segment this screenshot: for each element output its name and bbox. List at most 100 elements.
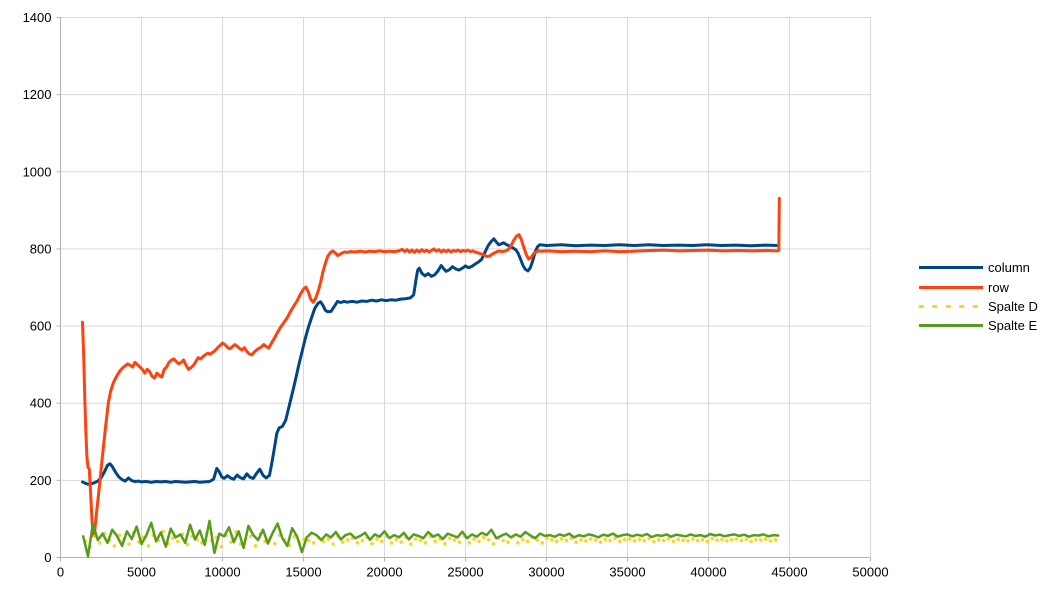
series-dot-spalte-d (613, 536, 617, 541)
series-dot-spalte-d (545, 536, 549, 541)
series-dot-spalte-d (457, 540, 462, 544)
series-dot-spalte-d (710, 536, 715, 541)
series-dot-spalte-d (253, 544, 258, 548)
series-dot-spalte-d (447, 536, 452, 541)
series-dot-spalte-d (705, 539, 710, 544)
legend-swatch-column-icon (919, 266, 983, 270)
x-axis-label: 40000 (690, 565, 726, 580)
legend-entry-spalte-e: Spalte E (918, 316, 1038, 335)
series-dot-spalte-d (666, 537, 671, 541)
series-dot-spalte-d (759, 538, 763, 542)
series-dot-spalte-d (491, 541, 496, 546)
legend-swatch-spalte-d-icon (918, 304, 984, 308)
series-dot-spalte-d (326, 537, 331, 541)
series-dot-spalte-d (292, 534, 297, 539)
series-dot-spalte-d (175, 539, 180, 544)
series-dot-spalte-d (695, 538, 700, 543)
y-axis-label: 200 (30, 473, 52, 488)
series-dot-spalte-d (690, 537, 695, 541)
series-line-column (81, 237, 781, 486)
series-dot-spalte-d (608, 538, 612, 543)
series-dot-spalte-d (618, 539, 622, 544)
series-dot-spalte-d (161, 529, 165, 534)
series-dot-spalte-d (559, 537, 564, 541)
x-axis-label: 20000 (366, 565, 402, 580)
legend-label-spalte-e: Spalte E (988, 318, 1038, 334)
series-dot-spalte-d (486, 537, 491, 542)
series-dot-spalte-d (472, 537, 476, 541)
series-dot-spalte-d (467, 541, 472, 545)
series-dot-spalte-d (477, 539, 481, 544)
series-dot-spalte-d (686, 539, 690, 543)
legend-label-row: row (988, 279, 1009, 295)
x-axis-label: 0 (57, 565, 64, 580)
series-dot-spalte-d (307, 538, 311, 543)
y-axis-label: 1000 (23, 164, 52, 179)
series-line-row (81, 196, 781, 537)
series-dot-spalte-d (375, 537, 379, 541)
series-dot-spalte-d (598, 540, 603, 544)
series-dot-spalte-d (423, 541, 428, 545)
series-dot-spalte-d (739, 538, 744, 543)
series-dot-spalte-d (768, 539, 773, 543)
series-dot-spalte-d (98, 541, 102, 545)
series-dot-spalte-d (622, 537, 627, 542)
x-axis-label: 50000 (852, 565, 888, 580)
series-dot-spalte-d (734, 537, 739, 541)
x-axis-label: 30000 (528, 565, 564, 580)
x-axis-label: 25000 (447, 565, 483, 580)
x-axis-label: 5000 (127, 565, 156, 580)
series-dot-spalte-d (627, 537, 632, 541)
series-dot-spalte-d (603, 537, 608, 542)
series-dot-spalte-d (399, 540, 403, 544)
series-line-spalte-e (81, 519, 780, 558)
series-dot-spalte-d (540, 541, 544, 545)
y-axis-label: 0 (44, 550, 51, 565)
series-dot-spalte-d (671, 539, 676, 544)
series-dot-spalte-d (676, 537, 681, 542)
series-dot-spalte-d (311, 541, 316, 545)
series-dot-spalte-d (637, 537, 642, 542)
series-dot-spalte-d (418, 538, 423, 543)
legend-entry-column: column (918, 258, 1038, 277)
series-dot-spalte-d (185, 542, 190, 547)
series-dot-spalte-d (520, 537, 525, 542)
legend-label-spalte-d: Spalte D (988, 298, 1038, 314)
series-dot-spalte-d (773, 537, 778, 542)
series-dot-spalte-d (112, 544, 117, 548)
series-dot-spalte-d (652, 539, 656, 544)
series-dot-spalte-d (642, 538, 646, 543)
series-dot-spalte-d (754, 537, 758, 542)
legend: column row Spalte D Spalte E (918, 258, 1038, 336)
series-dot-spalte-d (681, 538, 685, 542)
series-dot-spalte-d (763, 537, 768, 541)
series-dot-spalte-d (715, 538, 719, 542)
series-dot-spalte-d (345, 537, 350, 542)
series-dot-spalte-d (433, 539, 438, 544)
series-dot-spalte-d (501, 538, 506, 543)
x-axis-label: 35000 (609, 565, 645, 580)
series-dot-spalte-d (550, 537, 554, 542)
legend-entry-row: row (918, 277, 1038, 296)
series-dot-spalte-d (574, 540, 578, 544)
y-axis-label: 600 (30, 319, 52, 334)
series-dot-spalte-d (700, 537, 705, 542)
series-dot-spalte-d (170, 536, 175, 541)
series-dot-spalte-d (725, 539, 729, 543)
series-dot-spalte-d (370, 541, 374, 546)
series-dot-spalte-d (409, 542, 413, 546)
series-dot-spalte-d (744, 537, 749, 542)
y-axis-label: 1200 (23, 87, 52, 102)
series-dot-spalte-d (579, 537, 583, 542)
series-dot-spalte-d (632, 539, 637, 543)
series-dot-spalte-d (341, 540, 345, 544)
series-dot-spalte-d (452, 538, 457, 542)
series-dot-spalte-d (661, 538, 666, 543)
series-dot-spalte-d (525, 539, 530, 544)
series-dot-spalte-d (593, 538, 598, 542)
series-dot-spalte-d (379, 539, 384, 544)
legend-swatch-spalte-e-icon (919, 324, 983, 328)
series-dot-spalte-d (647, 536, 651, 541)
